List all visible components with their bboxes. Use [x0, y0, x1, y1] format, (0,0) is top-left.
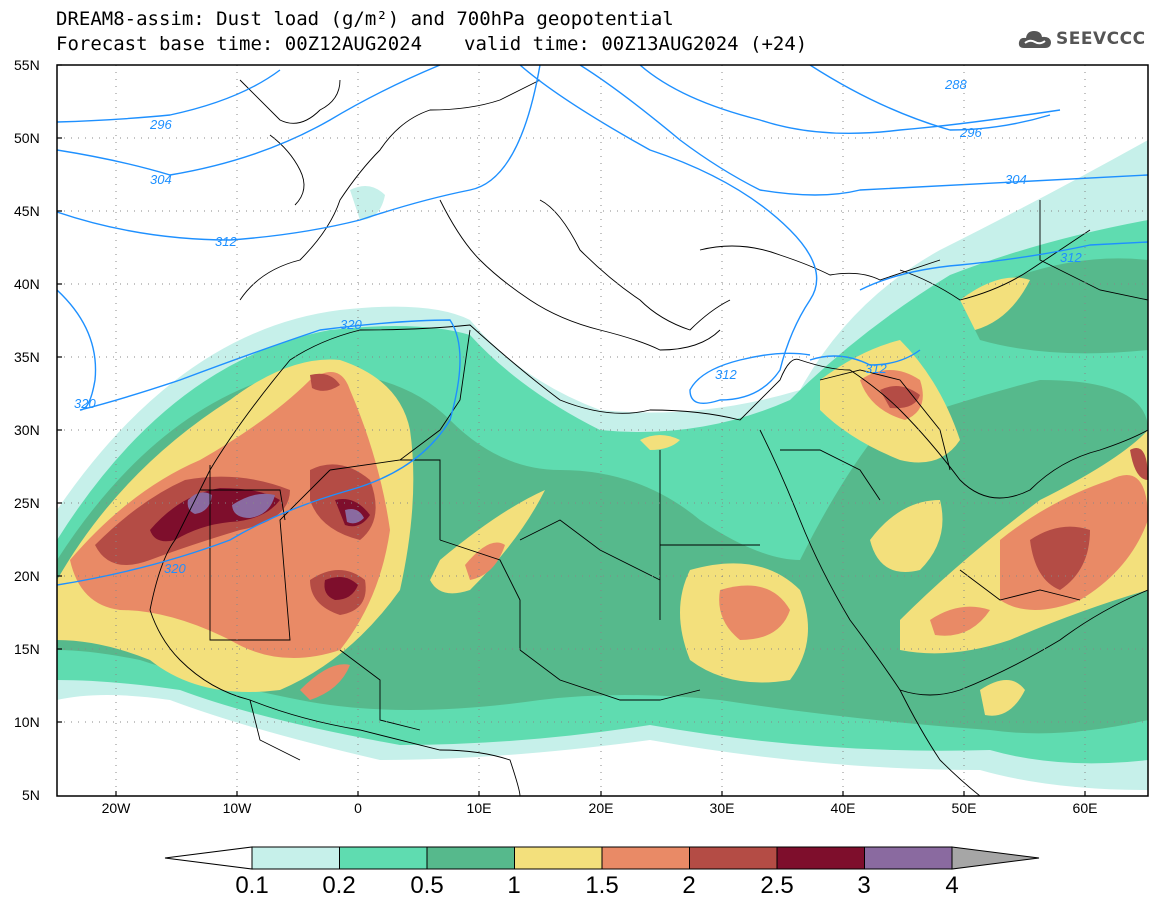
forecast-times: Forecast base time: 00Z12AUG2024 valid ti… [56, 33, 807, 55]
contour-label: 312 [215, 234, 237, 249]
contour-label: 320 [340, 317, 362, 332]
lat-label: 45N [14, 203, 40, 219]
contour-label: 288 [944, 77, 967, 92]
latitude-labels: 55N 50N 45N 40N 35N 30N 25N 20N 15N 10N … [14, 57, 40, 803]
colorbar: 0.1 0.2 0.5 1 1.5 2 2.5 3 4 [164, 846, 1040, 899]
lat-label: 30N [14, 422, 40, 438]
lon-label: 30E [710, 800, 735, 816]
base-time: Forecast base time: 00Z12AUG2024 [56, 33, 423, 55]
colorbar-label: 3 [857, 872, 870, 899]
colorbar-label: 2 [682, 872, 695, 899]
lon-label: 40E [831, 800, 856, 816]
lon-label: 10W [223, 800, 253, 816]
colorbar-cell [426, 846, 515, 870]
colorbar-over-triangle [951, 846, 1040, 870]
colorbar-label: 4 [945, 872, 958, 899]
lat-label: 35N [14, 349, 40, 365]
colorbar-cell [864, 846, 953, 870]
lat-label: 40N [14, 276, 40, 292]
lat-label: 15N [14, 641, 40, 657]
axis-ticks [57, 64, 1086, 796]
lat-label: 20N [14, 568, 40, 584]
colorbar-cell [601, 846, 690, 870]
coastlines [149, 79, 1148, 796]
lon-label: 20W [102, 800, 132, 816]
lon-label: 50E [952, 800, 977, 816]
contour-labels: 296 304 312 320 320 320 288 296 304 312 … [74, 77, 1082, 576]
contour-label: 304 [150, 172, 172, 187]
colorbar-cell [251, 846, 340, 870]
lon-label: 20E [589, 800, 614, 816]
contour-label: 296 [959, 125, 982, 140]
contour-label: 312 [715, 367, 737, 382]
geopotential-contours [57, 65, 1148, 586]
dust-field-4 [187, 492, 212, 514]
colorbar-cell [339, 846, 428, 870]
contour-label: 312 [1060, 250, 1082, 265]
colorbar-label: 1.5 [585, 872, 618, 899]
lat-label: 25N [14, 495, 40, 511]
colorbar-label: 0.1 [235, 872, 268, 899]
colorbar-label: 1 [507, 872, 520, 899]
lat-label: 50N [14, 130, 40, 146]
lon-label: 0 [354, 800, 362, 816]
lon-label: 60E [1073, 800, 1098, 816]
colorbar-cell [776, 846, 865, 870]
valid-time: valid time: 00Z13AUG2024 (+24) [464, 33, 808, 55]
cloud-icon [1018, 31, 1051, 48]
map-title: DREAM8-assim: Dust load (g/m²) and 700hP… [56, 8, 674, 30]
seevccc-logo: SEEVCCC [1018, 28, 1146, 50]
contour-label: 320 [164, 561, 186, 576]
colorbar-cell [514, 846, 603, 870]
longitude-labels: 20W 10W 0 10E 20E 30E 40E 50E 60E [102, 800, 1098, 816]
lon-label: 10E [467, 800, 492, 816]
colorbar-under-triangle [164, 846, 253, 870]
lat-label: 5N [22, 787, 40, 803]
logo-text: SEEVCCC [1056, 29, 1146, 49]
colorbar-label: 2.5 [760, 872, 793, 899]
colorbar-cell [689, 846, 778, 870]
contour-label: 312 [865, 361, 887, 376]
contour-label: 320 [74, 396, 96, 411]
lat-label: 10N [14, 714, 40, 730]
colorbar-label: 0.2 [322, 872, 355, 899]
lat-label: 55N [14, 57, 40, 73]
contour-label: 296 [149, 117, 172, 132]
colorbar-label: 0.5 [410, 872, 443, 899]
contour-label: 304 [1005, 172, 1027, 187]
dust-fields [57, 140, 1148, 790]
gridlines [57, 65, 1148, 796]
